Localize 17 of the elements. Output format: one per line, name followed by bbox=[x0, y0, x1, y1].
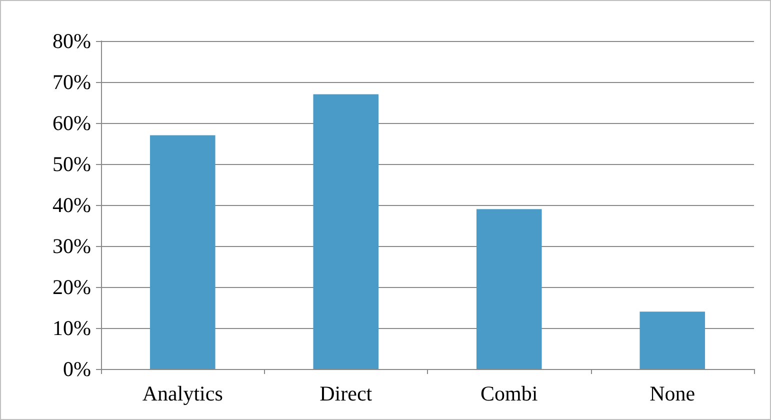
y-tick-label: 40% bbox=[52, 193, 91, 217]
y-tick-label: 30% bbox=[52, 234, 91, 258]
y-tick-label: 70% bbox=[52, 70, 91, 94]
x-tick-label: Combi bbox=[480, 382, 538, 406]
y-tick-label: 50% bbox=[52, 152, 91, 176]
x-tick-label: Direct bbox=[320, 382, 372, 406]
bar bbox=[640, 312, 706, 369]
x-tick-label: None bbox=[650, 382, 696, 406]
bar bbox=[476, 209, 542, 369]
bar bbox=[313, 94, 379, 369]
y-tick-label: 80% bbox=[52, 29, 91, 53]
y-tick-label: 0% bbox=[63, 357, 91, 381]
y-tick-label: 10% bbox=[52, 316, 91, 340]
y-tick-label: 60% bbox=[52, 111, 91, 135]
bar bbox=[150, 135, 216, 369]
y-tick-label: 20% bbox=[52, 275, 91, 299]
x-tick-label: Analytics bbox=[142, 382, 223, 406]
